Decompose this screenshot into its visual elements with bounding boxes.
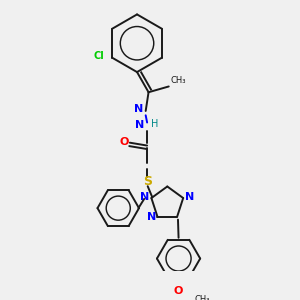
Text: N: N	[146, 212, 156, 222]
Text: N: N	[134, 104, 143, 114]
Text: O: O	[174, 286, 183, 296]
Text: CH₃: CH₃	[170, 76, 186, 85]
Text: N: N	[140, 192, 150, 202]
Text: O: O	[120, 136, 129, 146]
Text: N: N	[135, 120, 145, 130]
Text: N: N	[185, 192, 194, 202]
Text: Cl: Cl	[94, 51, 104, 61]
Text: CH₃: CH₃	[194, 295, 210, 300]
Text: S: S	[143, 175, 152, 188]
Text: H: H	[152, 119, 159, 129]
